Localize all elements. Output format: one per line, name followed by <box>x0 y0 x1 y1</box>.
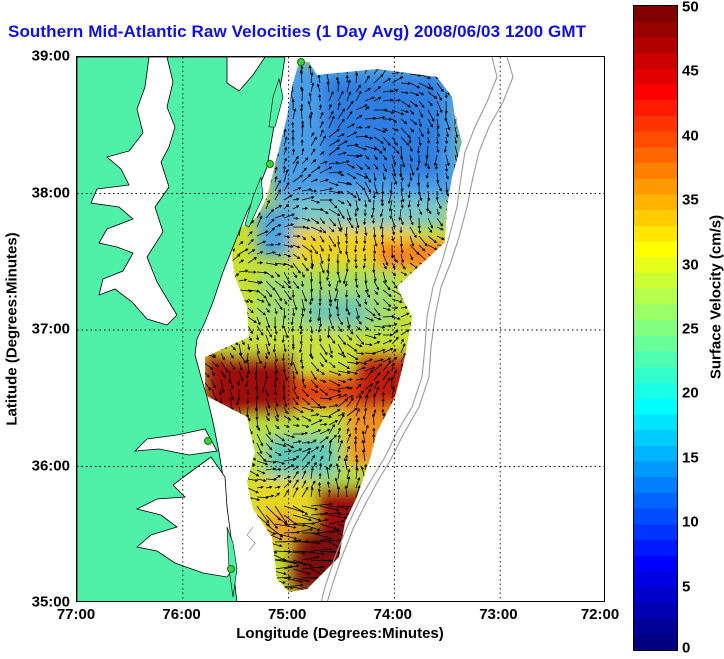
radar-site <box>204 437 212 445</box>
colorbar-label: Surface Velocity (cm/s) <box>707 214 724 380</box>
colorbar-tick-label: 5 <box>682 578 691 596</box>
radar-site <box>297 58 305 66</box>
colorbar-tick-label: 15 <box>682 449 699 467</box>
bathymetry-contours <box>246 57 514 601</box>
colorbar-tick-label: 30 <box>682 256 699 274</box>
y-axis-label: Latitude (Degrees:Minutes) <box>3 232 21 426</box>
radar-sites <box>204 58 305 573</box>
velocity-map <box>77 57 604 601</box>
y-tick-label: 37:00 <box>31 320 70 338</box>
y-tick-label: 35:00 <box>31 593 70 611</box>
x-tick-label: 74:00 <box>373 606 412 623</box>
grid-lines <box>77 57 604 601</box>
map-title: Southern Mid-Atlantic Raw Velocities (1 … <box>8 22 587 41</box>
delaware-bay <box>226 57 266 92</box>
barrier-islands <box>226 77 284 598</box>
colorbar-tick-label: 45 <box>682 62 699 80</box>
colorbar-tick-label: 25 <box>682 320 699 338</box>
colorbar-tick-label: 35 <box>682 191 699 209</box>
x-tick-label: 73:00 <box>479 606 518 623</box>
radar-site <box>227 565 235 573</box>
colorbar <box>633 5 678 651</box>
map-plot-area[interactable] <box>76 56 605 602</box>
y-tick-label: 38:00 <box>31 184 70 201</box>
x-tick-label: 76:00 <box>162 606 201 623</box>
x-tick-label: 77:00 <box>56 606 96 623</box>
colorbar-tick-label: 40 <box>682 127 699 145</box>
x-tick-label: 75:00 <box>268 606 307 623</box>
colorbar-tick-label: 50 <box>682 0 699 16</box>
colorbar-tick-label: 20 <box>682 384 699 402</box>
chesapeake-bay <box>90 57 178 326</box>
colorbar-tick-label: 0 <box>682 639 691 657</box>
x-tick-label: 72:00 <box>580 606 620 623</box>
albemarle-sound <box>133 428 218 456</box>
colorbar-tick-label: 10 <box>682 513 699 531</box>
radar-site <box>266 160 274 168</box>
x-axis-label: Longitude (Degrees:Minutes) <box>236 625 444 642</box>
y-tick-label: 39:00 <box>31 47 70 65</box>
y-tick-label: 36:00 <box>31 457 70 474</box>
